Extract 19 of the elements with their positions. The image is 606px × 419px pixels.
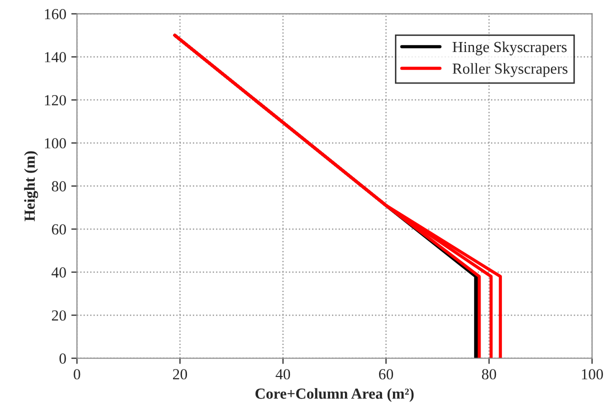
y-tick-label: 100 xyxy=(44,138,66,148)
x-tick-label: 40 xyxy=(276,369,290,380)
legend-label: Hinge Skyscrapers xyxy=(452,41,567,56)
y-tick-label: 140 xyxy=(44,52,66,62)
y-tick-label: 40 xyxy=(52,267,66,278)
y-tick-label: 0 xyxy=(59,353,66,364)
x-tick-label: 0 xyxy=(74,369,80,380)
y-tick-label: 160 xyxy=(44,8,66,20)
x-tick-label: 20 xyxy=(173,369,188,380)
x-tick-label: 100 xyxy=(582,369,603,380)
x-axis-title: Core+Column Area (m²) xyxy=(255,388,414,402)
x-tick-label: 80 xyxy=(482,369,496,380)
y-tick-label: 20 xyxy=(52,310,66,321)
legend-label: Roller Skyscrapers xyxy=(452,63,568,77)
y-tick-label: 80 xyxy=(52,181,66,192)
y-tick-label: 60 xyxy=(52,224,66,235)
y-axis-title: Height (m) xyxy=(24,151,38,222)
y-tick-label: 120 xyxy=(44,95,66,106)
x-tick-label: 60 xyxy=(379,369,394,380)
